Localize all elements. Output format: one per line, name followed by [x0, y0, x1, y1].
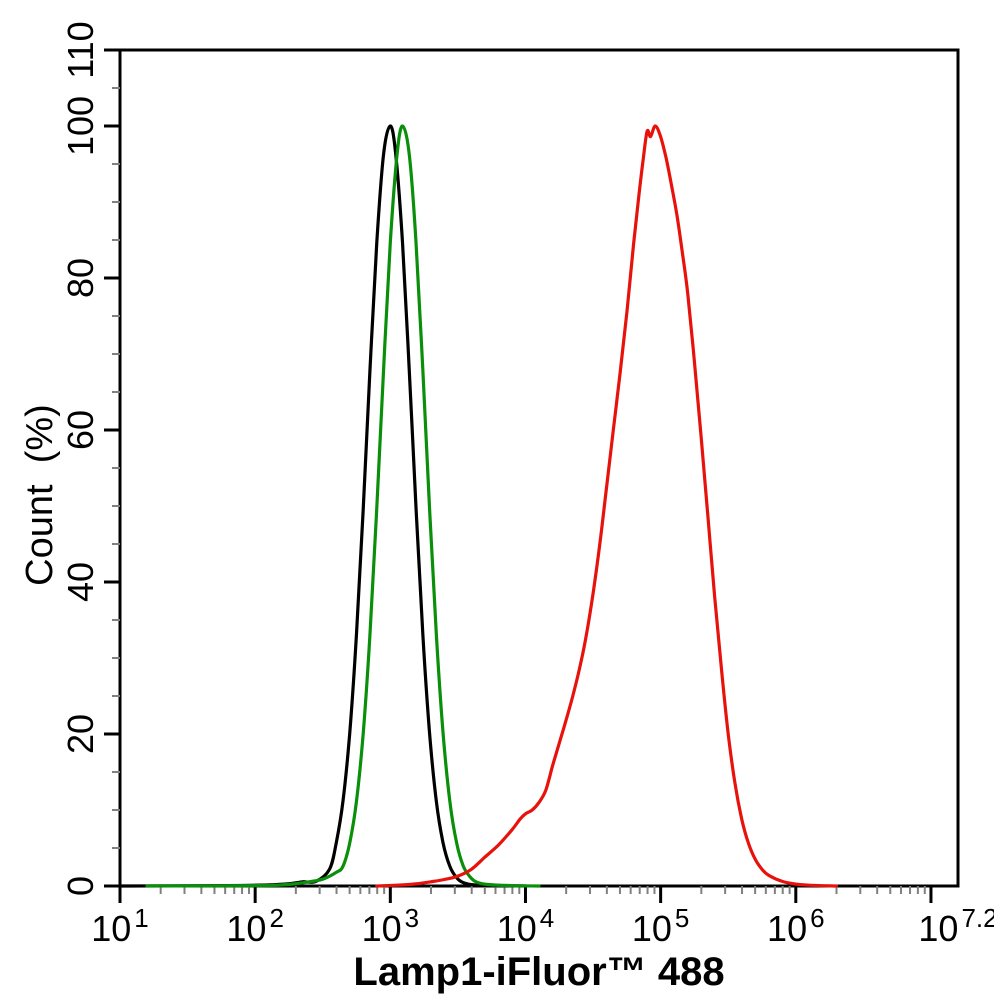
series-black-curve: [118, 124, 528, 888]
x-axis-tick-label: 10 7.2: [918, 903, 994, 949]
y-axis-tick-label: 20: [60, 714, 101, 754]
y-axis-title: Count (%): [19, 404, 61, 586]
y-axis-tick-label: 110: [60, 21, 101, 78]
plot-generated-content: 10 1 10 2 10 3 10 4 10 5 10 6 10 7.2 0 20 40 60 80 100 110: [60, 21, 994, 949]
y-axis-tick-label: 40: [60, 562, 101, 602]
plot-frame: [118, 48, 960, 888]
x-axis-tick-label: 10 3: [362, 903, 420, 949]
series-green-curve: [145, 124, 541, 888]
y-axis-tick-label: 100: [60, 96, 101, 156]
y-axis-tick-label: 0: [60, 876, 101, 896]
x-axis-tick-label: 10 1: [91, 903, 149, 949]
x-axis-tick-label: 10 2: [226, 903, 284, 949]
y-axis-tick-label: 60: [60, 410, 101, 450]
y-axis-tick-label: 80: [60, 258, 101, 298]
series-red-curve: [375, 124, 838, 888]
x-axis-title: Lamp1-iFluor™ 488: [353, 950, 724, 994]
x-axis-tick-label: 10 5: [632, 903, 690, 949]
x-axis-tick-label: 10 4: [497, 903, 555, 949]
x-axis-tick-label: 10 6: [767, 903, 825, 949]
